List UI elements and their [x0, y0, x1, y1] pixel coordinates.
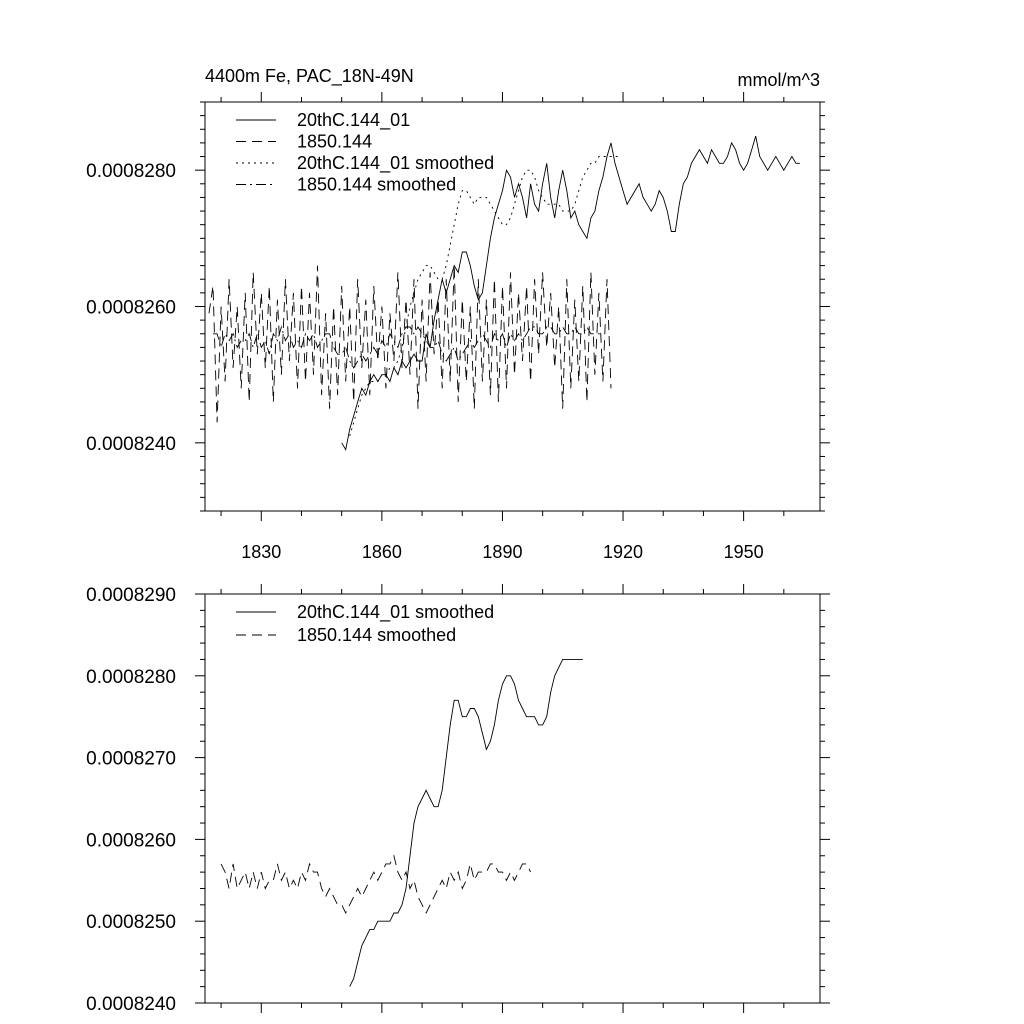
x-tick-label: 1920: [603, 542, 643, 562]
legend-label: 1850.144: [297, 132, 372, 152]
plot-frame: [204, 593, 821, 1004]
y-tick-label: 0.0008270: [86, 749, 176, 770]
y-tick-label: 0.0008260: [86, 298, 176, 319]
y-tick-label: 0.0008250: [86, 912, 176, 933]
y-tick-label: 0.0008280: [86, 161, 176, 182]
chart-title: 4400m Fe, PAC_18N-49N: [205, 66, 414, 87]
chart-panel-1: 1830 1860 1890 1920 1950 0.0008240 0.0008260 0.…: [86, 66, 830, 562]
x-tick-label: 1890: [482, 542, 522, 562]
y-tick-label: 0.0008260: [86, 830, 176, 851]
units-label: mmol/m^3: [738, 70, 820, 90]
y-tick-label: 0.0008280: [86, 667, 176, 688]
x-tick-label: 1860: [362, 542, 402, 562]
series-line-1850-144: [208, 265, 612, 423]
y-tick-label: 0.0008290: [86, 585, 176, 606]
x-tick-label: 1830: [241, 542, 281, 562]
x-tick-label: 1950: [724, 542, 764, 562]
y-tick-label: 0.0008240: [86, 434, 176, 455]
legend-label: 20thC.144_01: [297, 110, 410, 131]
legend-label: 1850.144 smoothed: [297, 175, 456, 195]
series-line-20thc-144-01-smoothed: [349, 156, 619, 437]
series-line-20thc-144-01: [341, 135, 800, 451]
series-line-1850-144-smoothed: [220, 854, 532, 915]
legend-label: 20thC.144_01 smoothed: [297, 602, 494, 623]
legend-label: 1850.144 smoothed: [297, 625, 456, 645]
y-tick-label: 0.0008240: [86, 994, 176, 1015]
series-line-1850-144-smoothed: [213, 325, 603, 369]
legend-label: 20thC.144_01 smoothed: [297, 153, 494, 174]
series-line-20thc-144-01-smoothed: [349, 658, 583, 987]
chart-panel-2: 0.0008240 0.0008250 0.0008260 0.0008270 0.00…: [86, 584, 830, 1015]
